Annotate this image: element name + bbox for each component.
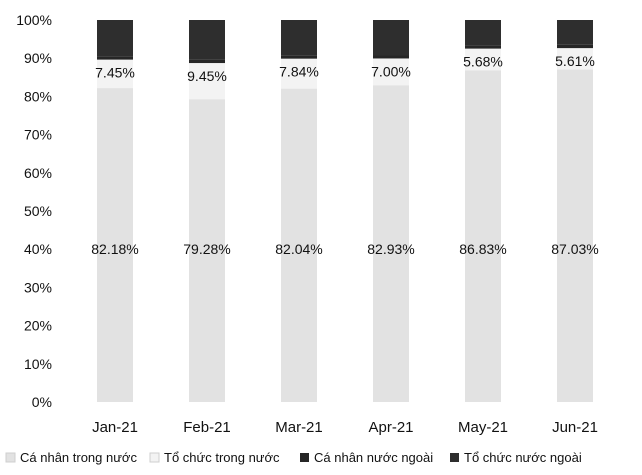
bar-segment-series-2-may-21 — [465, 45, 501, 49]
bar-segment-series-3-jan-21 — [97, 20, 133, 57]
bar-segment-series-0-apr-21 — [373, 85, 409, 402]
bar-segment-series-0-jan-21 — [97, 88, 133, 403]
y-tick-label: 30% — [24, 279, 52, 295]
bar-segment-series-3-feb-21 — [189, 20, 225, 60]
legend-swatch — [450, 453, 459, 462]
data-label: 87.03% — [551, 241, 598, 257]
x-category-label: Jan-21 — [92, 419, 138, 436]
data-label: 7.84% — [279, 64, 319, 80]
data-label: 82.93% — [367, 241, 414, 257]
y-tick-label: 0% — [32, 394, 52, 410]
bar-segment-series-3-mar-21 — [281, 20, 317, 56]
legend-label: Tổ chức nước ngoài — [464, 450, 582, 465]
data-label: 86.83% — [459, 241, 506, 257]
data-label: 82.04% — [275, 241, 322, 257]
data-label: 5.61% — [555, 53, 595, 69]
bar-segment-series-3-apr-21 — [373, 20, 409, 56]
y-tick-label: 10% — [24, 356, 52, 372]
bar-segment-series-2-feb-21 — [189, 59, 225, 64]
data-label: 7.45% — [95, 65, 135, 81]
x-category-label: Mar-21 — [275, 419, 323, 436]
bar-segment-series-1-apr-21 — [373, 58, 409, 86]
bar-segment-series-0-jun-21 — [557, 69, 593, 402]
data-label: 7.00% — [371, 63, 411, 79]
bar-segment-series-3-jun-21 — [557, 20, 593, 45]
bar-segment-series-2-apr-21 — [373, 55, 409, 59]
bar-segment-series-2-jun-21 — [557, 44, 593, 49]
legend-swatch — [149, 452, 160, 463]
x-category-label: Feb-21 — [183, 419, 231, 436]
y-tick-label: 100% — [16, 12, 52, 28]
data-label: 5.68% — [463, 54, 503, 70]
bar-segment-series-0-may-21 — [465, 70, 501, 403]
bar-segment-series-2-mar-21 — [281, 55, 317, 59]
legend-label: Tổ chức trong nước — [164, 450, 280, 465]
bar-segment-series-1-feb-21 — [189, 63, 225, 100]
y-tick-label: 60% — [24, 165, 52, 181]
bar-segment-series-2-jan-21 — [97, 56, 133, 60]
x-category-label: Apr-21 — [368, 419, 413, 436]
bar-segment-series-1-jun-21 — [557, 48, 593, 70]
y-tick-label: 40% — [24, 241, 52, 257]
y-tick-label: 70% — [24, 127, 52, 143]
x-category-label: May-21 — [458, 419, 508, 436]
y-tick-label: 90% — [24, 50, 52, 66]
data-label: 79.28% — [183, 241, 230, 257]
bar-segment-series-0-feb-21 — [189, 99, 225, 403]
legend-label: Cá nhân trong nước — [20, 450, 137, 465]
y-tick-label: 80% — [24, 88, 52, 104]
legend-swatch — [5, 452, 16, 463]
bar-segment-series-1-may-21 — [465, 48, 501, 71]
bar-segment-series-1-mar-21 — [281, 58, 317, 89]
bar-segment-series-1-jan-21 — [97, 59, 133, 89]
legend-label: Cá nhân nước ngoài — [314, 450, 433, 465]
bar-segment-series-3-may-21 — [465, 20, 501, 46]
x-category-label: Jun-21 — [552, 419, 598, 436]
y-tick-label: 20% — [24, 318, 52, 334]
y-tick-label: 50% — [24, 203, 52, 219]
data-label: 9.45% — [187, 68, 227, 84]
legend-swatch — [300, 453, 309, 462]
bar-segment-series-0-mar-21 — [281, 88, 317, 402]
data-label: 82.18% — [91, 241, 138, 257]
